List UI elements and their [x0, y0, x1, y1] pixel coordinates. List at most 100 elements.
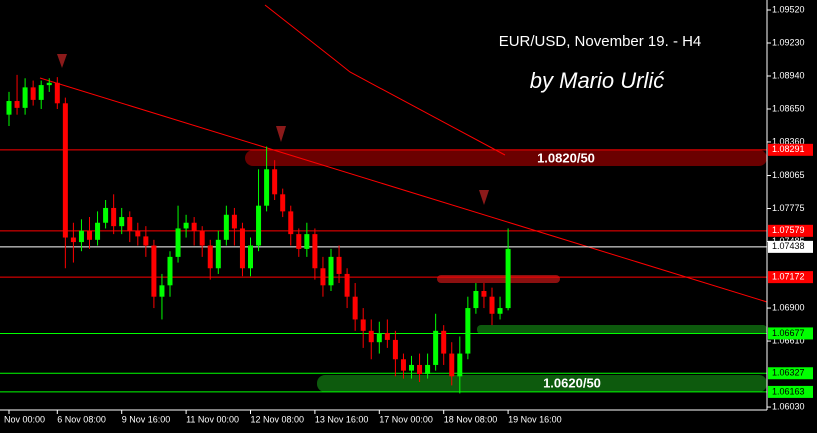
- zone-label: 1.0820/50: [537, 150, 595, 165]
- candle-body: [296, 234, 302, 249]
- candle-body: [46, 82, 52, 86]
- candle-body: [111, 207, 117, 227]
- candle-body: [360, 319, 366, 331]
- candle-body: [62, 103, 68, 238]
- candle-body: [433, 330, 439, 365]
- candle-body: [135, 230, 141, 237]
- candle-body: [223, 214, 229, 240]
- candle-body: [231, 214, 237, 229]
- level-label-bg: [768, 367, 813, 380]
- arrow: [276, 126, 286, 142]
- candle-body: [215, 239, 221, 269]
- candle-body: [199, 230, 205, 246]
- zone: [477, 325, 767, 334]
- candle-body: [441, 330, 447, 354]
- y-tick-label: 1.09230: [772, 37, 805, 47]
- candle-body: [191, 222, 197, 231]
- y-tick-label: 1.06610: [772, 335, 805, 345]
- candle-body: [384, 333, 390, 340]
- y-tick-label: 1.09520: [772, 4, 805, 14]
- candle-body: [328, 256, 334, 286]
- x-tick-label: Nov 00:00: [4, 414, 45, 424]
- candle-body: [127, 217, 133, 231]
- candle-body: [143, 236, 149, 246]
- candle-body: [312, 234, 318, 269]
- candle-body: [256, 205, 262, 246]
- level-label-bg: [768, 224, 813, 237]
- candle-body: [159, 285, 165, 297]
- candle-body: [336, 256, 342, 274]
- candle-body: [6, 101, 12, 115]
- candle-body: [87, 230, 92, 240]
- level-label: 1.08291: [772, 144, 805, 154]
- candle-body: [183, 222, 189, 229]
- candle-body: [489, 296, 495, 314]
- candle-body: [167, 256, 173, 286]
- chart-subtitle: by Mario Urlić: [530, 68, 664, 93]
- arrow: [479, 190, 489, 205]
- level-label-bg: [768, 240, 813, 253]
- candle-body: [497, 308, 503, 314]
- candle-body: [465, 308, 471, 354]
- level-label-bg: [768, 143, 813, 156]
- candle-body: [14, 101, 20, 108]
- trend-line: [39, 77, 768, 303]
- candle-body: [248, 245, 253, 269]
- arrow: [57, 54, 67, 68]
- level-label: 1.06327: [772, 368, 805, 378]
- candle-body: [54, 82, 60, 104]
- chart-title: EUR/USD, November 19. - H4: [499, 33, 702, 50]
- level-label-bg: [768, 327, 813, 340]
- candle-body: [449, 353, 455, 377]
- candle-body: [304, 234, 310, 249]
- level-label: 1.07172: [772, 272, 805, 282]
- candle-body: [272, 169, 278, 195]
- level-label-bg: [768, 271, 813, 284]
- candle-body: [409, 364, 414, 371]
- x-tick-label: 12 Nov 08:00: [251, 414, 305, 424]
- candle-body: [417, 364, 423, 375]
- x-tick-label: 19 Nov 16:00: [508, 414, 562, 424]
- candle-body: [425, 364, 431, 375]
- x-tick-label: 17 Nov 00:00: [379, 414, 433, 424]
- candle-body: [368, 330, 374, 343]
- candle-body: [392, 339, 398, 360]
- y-tick-label: 1.06030: [772, 401, 805, 411]
- candle-body: [473, 291, 479, 309]
- x-tick-label: 11 Nov 00:00: [186, 414, 239, 424]
- x-tick-label: 9 Nov 16:00: [122, 414, 171, 424]
- zone: [437, 275, 560, 283]
- y-tick-label: 1.07775: [772, 203, 805, 213]
- candle-body: [119, 217, 125, 227]
- candle-body: [207, 245, 213, 269]
- y-tick-label: 1.08360: [772, 136, 805, 146]
- candle-body: [264, 169, 270, 206]
- candle-body: [376, 333, 382, 343]
- y-tick-label: 1.06900: [772, 302, 805, 312]
- candle-body: [288, 211, 294, 235]
- level-label: 1.07438: [772, 241, 805, 251]
- candle-body: [320, 268, 326, 286]
- candle-body: [78, 230, 84, 243]
- candle-body: [95, 222, 101, 240]
- candle-body: [239, 228, 245, 269]
- y-tick-label: 1.08940: [772, 70, 805, 80]
- candle-body: [344, 273, 350, 297]
- candle-body: [505, 248, 511, 309]
- candle-body: [481, 291, 487, 297]
- x-tick-label: 13 Nov 16:00: [315, 414, 369, 424]
- candle-body: [30, 87, 36, 100]
- level-label: 1.06163: [772, 386, 805, 396]
- candle-body: [70, 237, 76, 243]
- resistance-zone: [245, 150, 767, 166]
- candle-body: [352, 296, 358, 320]
- level-label: 1.07579: [772, 225, 805, 235]
- y-tick-label: 1.08065: [772, 170, 805, 180]
- trend-line: [264, 4, 506, 156]
- candle-body: [400, 359, 406, 371]
- x-tick-label: 18 Nov 08:00: [444, 414, 498, 424]
- candle-body: [280, 194, 286, 212]
- candle-body: [457, 353, 463, 377]
